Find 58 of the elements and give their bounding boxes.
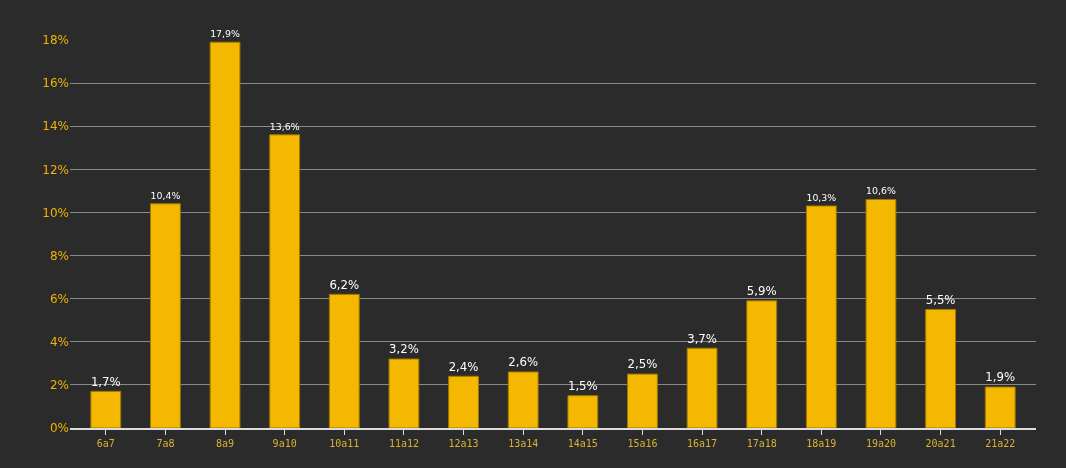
x-tick-label: 11a12 [388,438,419,449]
data-label: 1,9% [985,370,1016,385]
x-tick-label: 17a18 [746,438,777,449]
data-label: 10,6% [866,185,896,197]
bar [328,293,360,428]
x-tick-label: 21a22 [985,438,1016,449]
data-label: 2,4% [448,359,479,374]
y-tick-label: 4% [49,334,69,349]
bar [925,308,956,428]
bar [507,371,539,428]
data-label: 1,7% [90,374,121,389]
bar [805,205,837,428]
bar [388,358,420,428]
x-tick-label: 7a8 [156,438,175,449]
x-tick-label: 15a16 [627,438,658,449]
x-tick-label: 12a13 [448,438,479,449]
bar [150,203,181,428]
bar [746,300,778,428]
x-tick-label: 9a10 [272,438,297,449]
y-tick-label: 18% [42,33,69,48]
bar [865,199,897,428]
data-label: 6,2% [329,277,360,292]
data-label: 3,2% [389,342,419,357]
y-tick-label: 0% [49,421,69,436]
data-label: 13,6% [269,120,300,132]
bar [448,375,479,428]
data-label: 17,9% [210,28,241,39]
bar [567,395,599,428]
y-tick-label: 12% [42,162,69,177]
data-label: 10,4% [150,189,181,201]
y-tick-label: 8% [49,248,69,263]
data-label: 2,5% [627,357,658,372]
x-tick-label: 14a15 [567,438,598,449]
data-label: 1,5% [567,378,598,393]
bar [686,347,718,428]
x-tick-label: 16a17 [687,438,718,449]
data-label: 5,9% [746,284,777,299]
data-label: 5,5% [925,292,956,307]
y-tick-label: 10% [42,205,69,220]
x-tick-label: 20a21 [925,438,956,449]
x-tick-label: 6a7 [96,438,115,449]
data-label: 3,7% [687,331,717,346]
x-tick-label: 8a9 [216,438,235,449]
x-tick-label: 19a20 [865,438,897,449]
x-tick-label: 10a11 [329,438,360,449]
data-label: 10,3% [806,191,837,203]
x-tick-label: 13a14 [508,438,539,449]
y-tick-label: 2% [49,378,69,393]
y-tick-label: 16% [42,76,69,91]
bar [209,41,241,428]
y-tick-label: 6% [49,291,69,306]
bar [269,134,301,428]
bar [627,373,658,428]
data-label: 2,6% [508,355,539,370]
bar [984,386,1016,428]
x-tick-label: 18a19 [806,438,837,449]
bar [90,390,122,428]
y-tick-label: 14% [42,119,69,134]
